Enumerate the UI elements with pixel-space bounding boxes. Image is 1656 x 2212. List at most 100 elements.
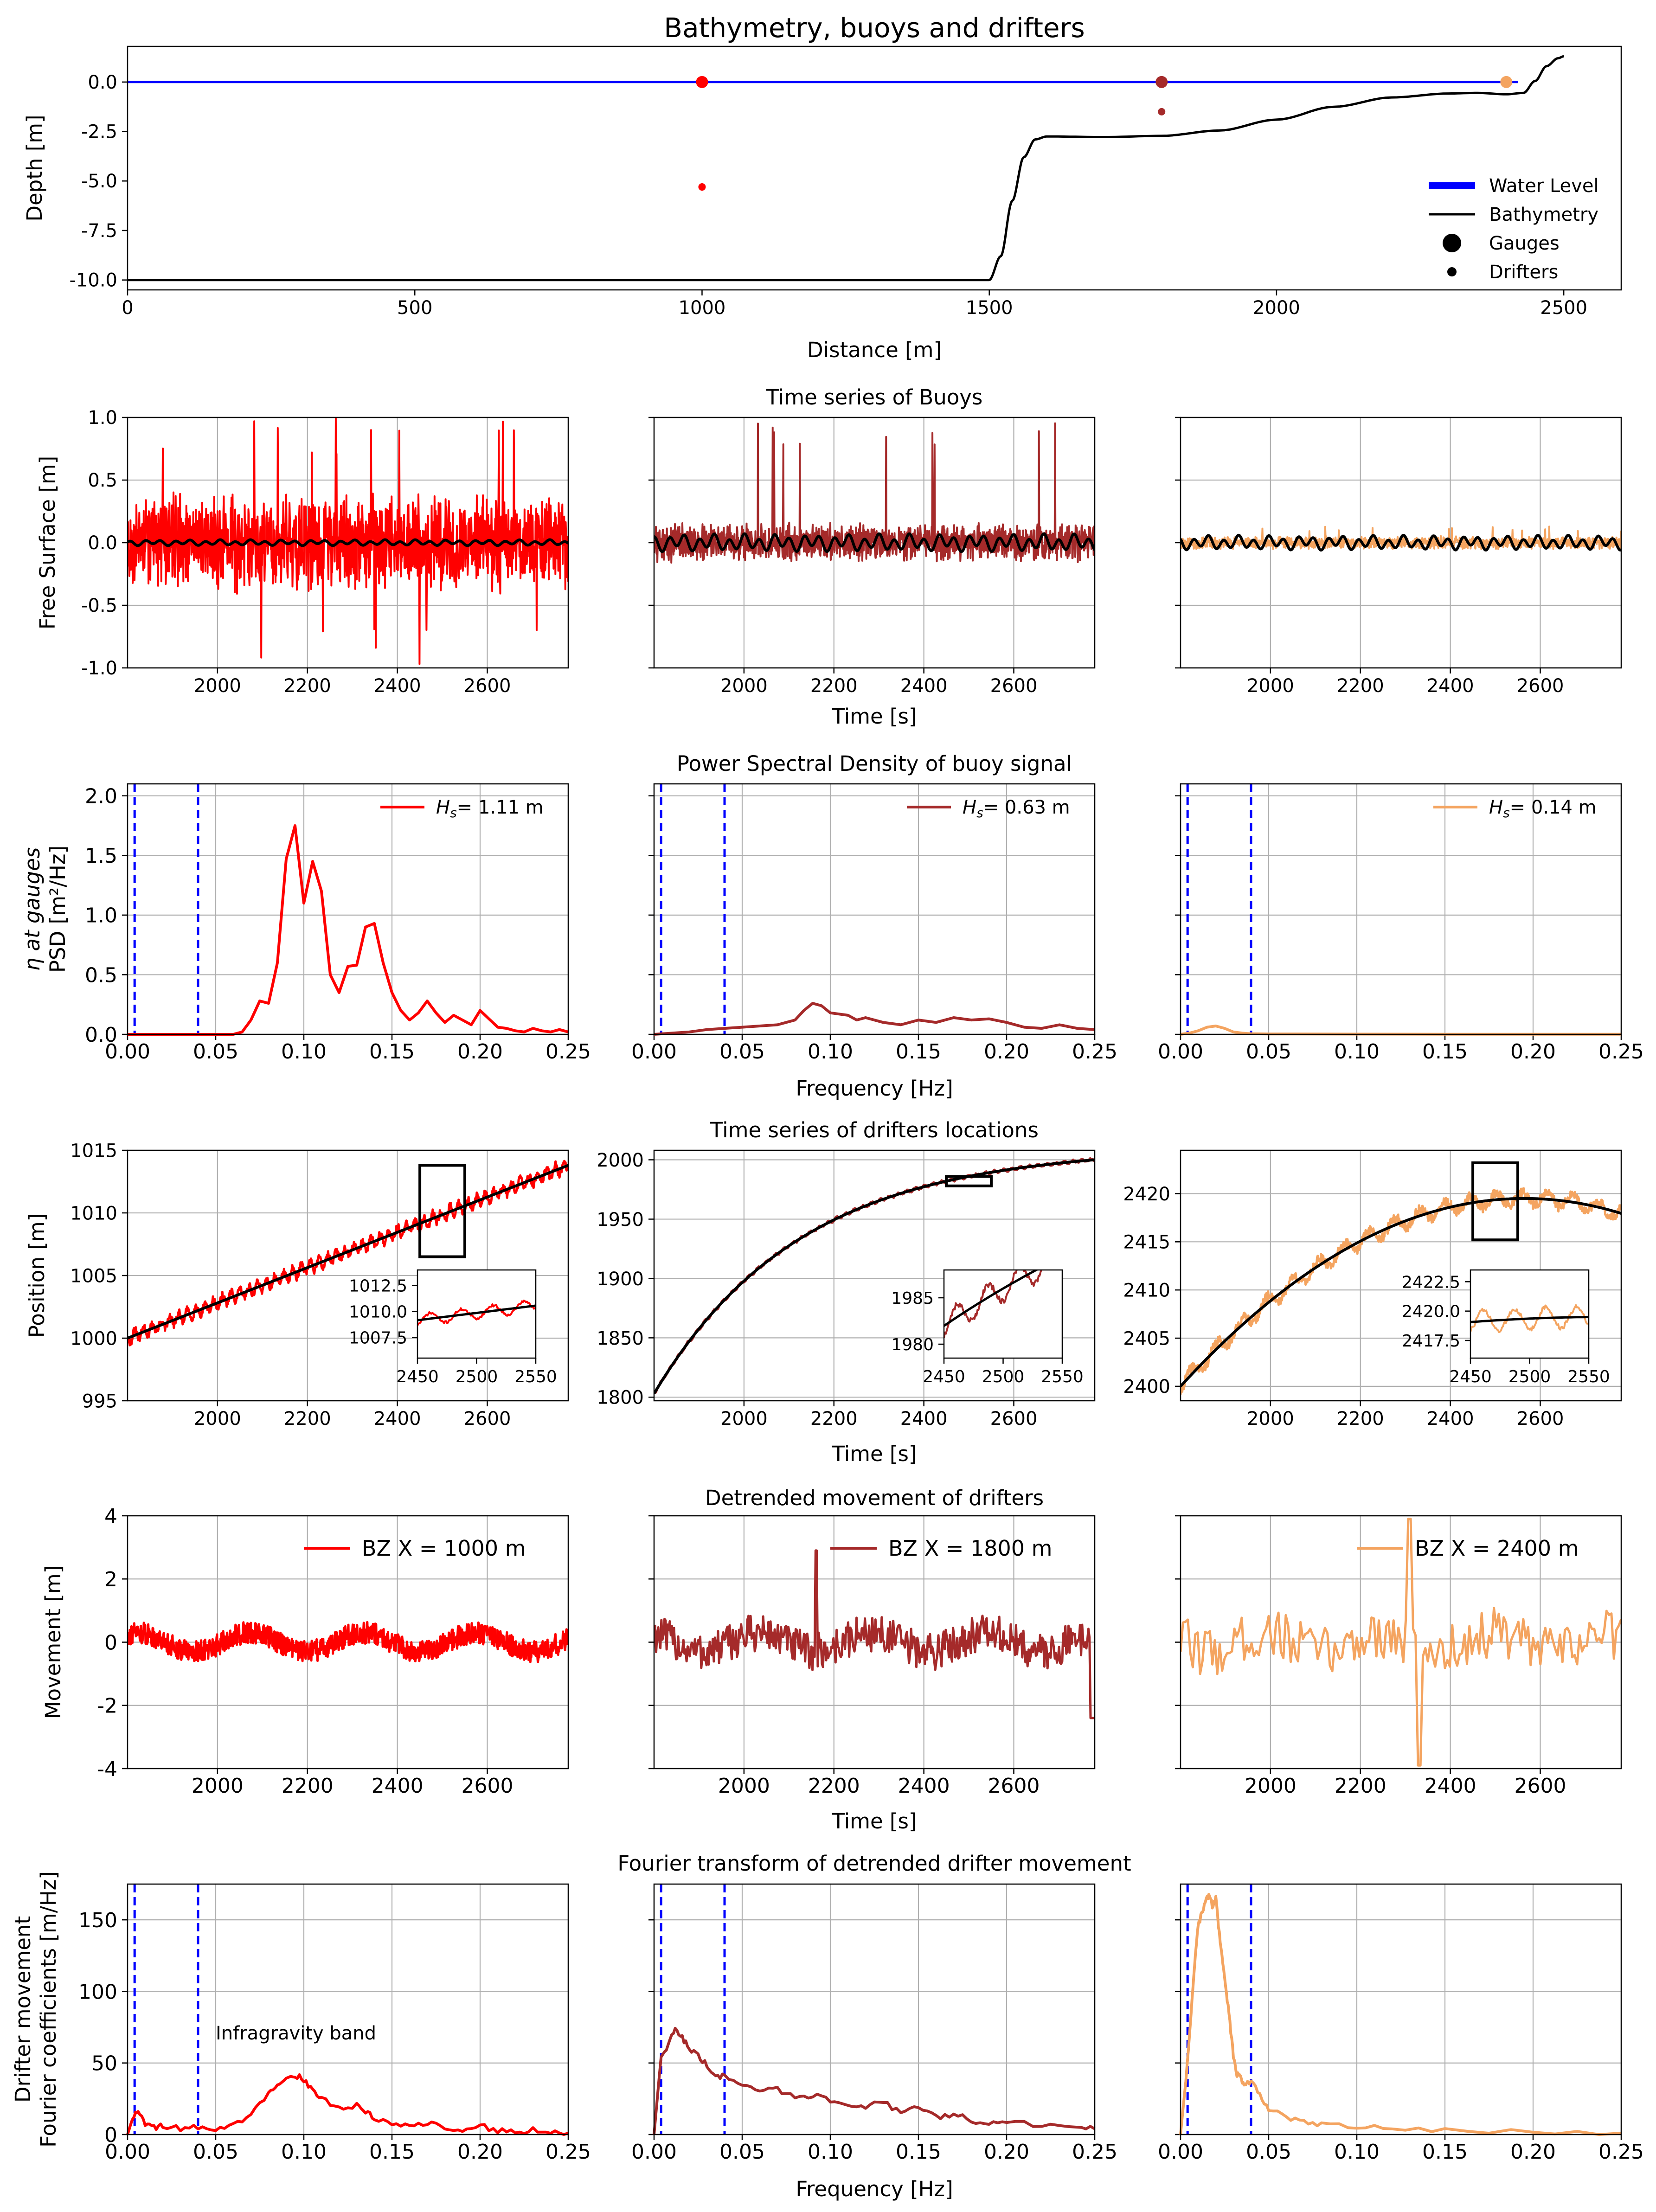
axes-frame: [127, 1149, 569, 1402]
x-tick-label: 2200: [282, 1774, 334, 1798]
drifter-panel: 2000 2200 2400 2600 2400 2405 2410 2415 2420: [1123, 1149, 1622, 1430]
drifter-trend-line: [654, 1158, 1095, 1395]
x-tick-label: 0.10: [281, 1040, 327, 1064]
buoys-panel: 2000 2200 2400 2600: [1175, 417, 1622, 697]
y-tick-label: 0.5: [85, 963, 117, 987]
x-tick-label: 2200: [810, 675, 858, 697]
y-tick-label: 1800: [597, 1387, 644, 1409]
y-tick-label: 2.0: [85, 785, 117, 808]
y-tick-label: 1005: [70, 1265, 117, 1287]
x-tick-label: 2500: [1508, 1367, 1551, 1386]
x-tick-label: 2450: [396, 1367, 439, 1386]
x-tick-label: 0.25: [1072, 2140, 1117, 2164]
x-tick-label: 0.25: [546, 2140, 591, 2164]
hs-symbol: H: [1489, 797, 1503, 818]
x-tick-label: 0.00: [105, 2140, 150, 2164]
fourier-line: [1179, 1893, 1622, 2136]
x-tick-label: 0.15: [896, 2140, 941, 2164]
y-tick-label: 2417.5: [1402, 1332, 1460, 1351]
x-axis-label: Time [s]: [832, 1442, 917, 1466]
inset-trend-line: [417, 1304, 536, 1321]
x-tick-label: 0.20: [984, 1040, 1029, 1064]
y-tick-label: 2422.5: [1402, 1273, 1460, 1292]
x-tick-label: 2550: [514, 1367, 557, 1386]
x-tick-label: 2400: [900, 675, 948, 697]
x-tick-label: 2000: [718, 1774, 770, 1798]
gauge-marker: [696, 76, 708, 88]
psd-line: [128, 824, 569, 1036]
axes-frame: [1180, 417, 1622, 669]
y-tick-label: 100: [78, 1980, 117, 2004]
x-tick-label: 0.05: [1246, 1040, 1291, 1064]
inset-axes: 2450 2500 2550 1007.5 1010.0 1012.5: [349, 1269, 557, 1386]
y-tick-label: 2420.0: [1402, 1302, 1460, 1321]
psd-panel: 0.00 0.05 0.10 0.15 0.20 0.25 Hs= 0.63 m: [631, 783, 1117, 1064]
x-tick-label: 0.05: [719, 1040, 765, 1064]
x-tick-label: 2450: [923, 1367, 965, 1386]
x-tick-label: 2000: [720, 1408, 768, 1430]
x-tick-label: 2000: [1247, 1408, 1294, 1430]
x-tick-label: 0.05: [719, 2140, 765, 2164]
y-tick-label: 1.0: [85, 904, 117, 928]
x-tick-label: 2600: [1517, 1408, 1564, 1430]
y-tick-label: -2.5: [81, 122, 117, 143]
y-tick-label: 1010: [70, 1203, 117, 1224]
zoom-box: [945, 1175, 993, 1187]
x-tick-label: 2400: [898, 1774, 950, 1798]
y-axis-label-line2: PSD [m²/Hz]: [45, 846, 70, 973]
x-tick-label: 0.25: [1598, 1040, 1644, 1064]
x-tick-label: 2600: [464, 675, 511, 697]
x-tick-label: 2500: [982, 1367, 1025, 1386]
y-tick-label: 1850: [597, 1328, 644, 1349]
x-tick-label: 2600: [464, 1408, 511, 1430]
x-tick-label: 0.10: [808, 2140, 853, 2164]
drifter-marker: [1502, 80, 1510, 88]
x-tick-label: 0.10: [808, 1040, 853, 1064]
x-tick-label: 2550: [1041, 1367, 1084, 1386]
hs-subscript: s: [450, 805, 457, 821]
x-tick-label: 0.20: [1510, 2140, 1556, 2164]
x-tick-label: 2000: [1247, 675, 1294, 697]
x-tick-label: 0.00: [1158, 1040, 1203, 1064]
detrended-panel: 2000 2200 2400 2600 BZ X = 2400 m: [1175, 1515, 1622, 1798]
x-tick-label: 0.15: [1422, 2140, 1468, 2164]
x-tick-label: 2500: [456, 1367, 498, 1386]
hs-value: = 0.63 m: [983, 797, 1070, 818]
buoy-signal-line: [654, 422, 1095, 564]
y-tick-label: 150: [78, 1909, 117, 1932]
bathymetry-axes: 0 500 1000 1500 2000 2500 0.0 -2.5 -5.0 -7.5 -10.0…: [22, 45, 1622, 362]
zoom-box: [1471, 1161, 1520, 1242]
axes-frame: [127, 45, 1622, 291]
fourier-panel: 0.00 0.05 0.10 0.15 0.20 0.25: [1158, 1883, 1644, 2164]
inset-background: [1470, 1270, 1589, 1358]
fourier-panel: 0.00 0.05 0.10 0.15 0.20 0.25: [631, 1883, 1117, 2164]
legend-label: BZ X = 2400 m: [1415, 1536, 1579, 1561]
row-title-fourier: Fourier transform of detrended drifter m…: [617, 1851, 1131, 1876]
psd-line: [654, 1002, 1095, 1036]
detrended-line: [128, 1621, 568, 1663]
axes-frame: [127, 1515, 569, 1770]
y-tick-label: -5.0: [81, 171, 117, 192]
x-tick-label: 2600: [990, 675, 1038, 697]
y-tick-label: 2000: [597, 1150, 644, 1171]
axes-frame: [1470, 1269, 1590, 1359]
y-tick-label: 1980: [891, 1335, 934, 1354]
x-tick-label: 2000: [192, 1774, 244, 1798]
psd-panel: 0.00 0.05 0.10 0.15 0.20 0.25 0.0 0.5 1.0 1.5 2.0 H…: [85, 783, 591, 1064]
legend-label: Hs= 0.63 m: [963, 797, 1070, 821]
x-tick-label: 0.20: [457, 2140, 503, 2164]
axes-frame: [1180, 1883, 1622, 2135]
x-tick-label: 0.15: [369, 2140, 415, 2164]
x-axis-label: Frequency [Hz]: [796, 2177, 953, 2201]
x-tick-label: 0.05: [1246, 2140, 1291, 2164]
y-tick-label: 1.0: [88, 407, 117, 429]
y-tick-label: -0.5: [81, 595, 117, 616]
x-tick-label: 0.10: [281, 2140, 327, 2164]
x-tick-label: 2500: [1540, 297, 1587, 319]
x-axis-label: Distance [m]: [807, 338, 942, 362]
legend-label: Drifters: [1489, 262, 1558, 283]
x-tick-label: 2200: [1335, 1774, 1386, 1798]
axes-frame: [653, 417, 1096, 669]
axes-frame: [417, 1269, 537, 1359]
